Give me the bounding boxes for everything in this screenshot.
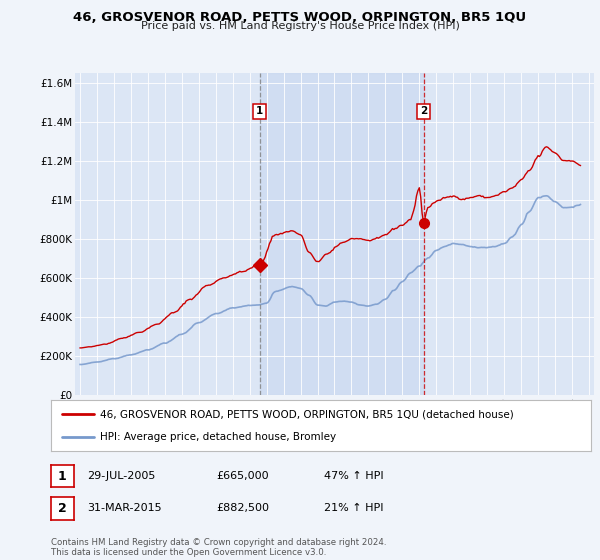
Text: 21% ↑ HPI: 21% ↑ HPI xyxy=(324,503,383,514)
Text: £882,500: £882,500 xyxy=(216,503,269,514)
Text: 31-MAR-2015: 31-MAR-2015 xyxy=(87,503,161,514)
Text: 1: 1 xyxy=(256,106,263,116)
Text: Price paid vs. HM Land Registry's House Price Index (HPI): Price paid vs. HM Land Registry's House … xyxy=(140,21,460,31)
Text: Contains HM Land Registry data © Crown copyright and database right 2024.
This d: Contains HM Land Registry data © Crown c… xyxy=(51,538,386,557)
Text: HPI: Average price, detached house, Bromley: HPI: Average price, detached house, Brom… xyxy=(100,432,336,442)
Bar xyxy=(260,73,424,395)
Text: 29-JUL-2005: 29-JUL-2005 xyxy=(87,471,155,481)
Text: £665,000: £665,000 xyxy=(216,471,269,481)
Text: 1: 1 xyxy=(58,469,67,483)
Text: 47% ↑ HPI: 47% ↑ HPI xyxy=(324,471,383,481)
Text: 2: 2 xyxy=(58,502,67,515)
Text: 2: 2 xyxy=(420,106,427,116)
Text: 46, GROSVENOR ROAD, PETTS WOOD, ORPINGTON, BR5 1QU: 46, GROSVENOR ROAD, PETTS WOOD, ORPINGTO… xyxy=(73,11,527,24)
Text: 46, GROSVENOR ROAD, PETTS WOOD, ORPINGTON, BR5 1QU (detached house): 46, GROSVENOR ROAD, PETTS WOOD, ORPINGTO… xyxy=(100,409,514,419)
